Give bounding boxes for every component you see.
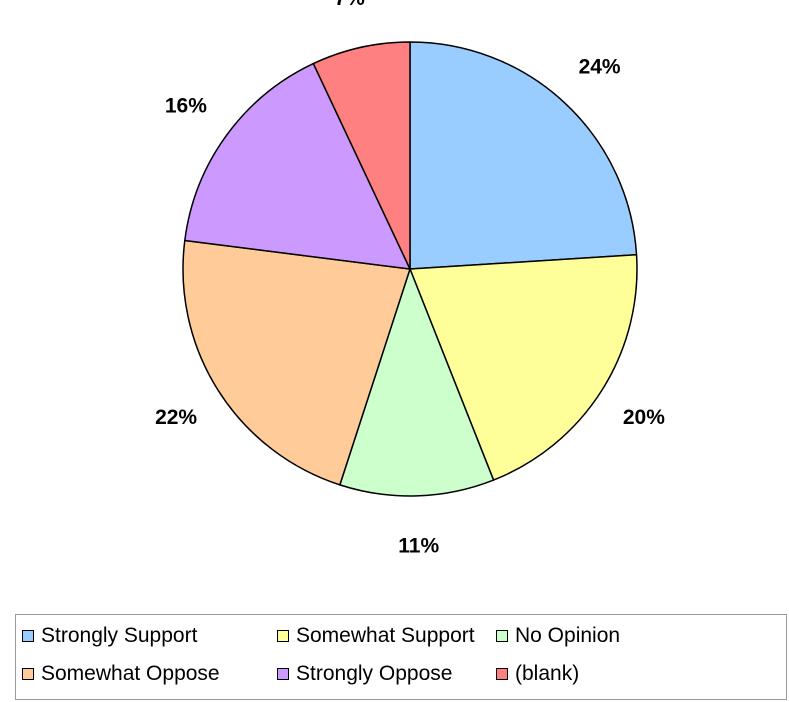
pie-slice-blank <box>312 41 411 270</box>
pie-slice-somewhat-support <box>409 254 638 481</box>
slice-value-label-somewhat-support: 20% <box>623 406 665 429</box>
legend-item-blank: (blank) <box>496 661 579 687</box>
legend-item-strongly-support: Strongly Support <box>22 623 197 649</box>
pie-slice-strongly-support <box>409 41 638 270</box>
legend-label-somewhat-oppose: Somewhat Oppose <box>41 662 220 685</box>
pie-chart: 24% 20% 11% 22% 16% 7% <box>155 0 665 557</box>
legend-item-strongly-oppose: Strongly Oppose <box>277 661 452 687</box>
legend-item-somewhat-oppose: Somewhat Oppose <box>22 661 220 687</box>
pie-slice-somewhat-oppose <box>182 239 411 486</box>
pie-slices <box>182 41 638 497</box>
legend-swatch-somewhat-support <box>277 630 289 642</box>
slice-value-label-no-opinion: 11% <box>398 534 439 557</box>
slice-value-label-somewhat-oppose: 22% <box>155 406 197 429</box>
legend-label-no-opinion: No Opinion <box>515 624 621 647</box>
slice-value-label-strongly-support: 24% <box>579 56 621 79</box>
legend-swatch-strongly-oppose <box>277 668 289 680</box>
legend-label-strongly-support: Strongly Support <box>41 624 198 647</box>
legend-label-strongly-oppose: Strongly Oppose <box>296 662 453 685</box>
chart-legend: Strongly Support Somewhat Support No Opini… <box>15 614 787 700</box>
pie-value-labels: 24% 20% 11% 22% 16% 7% <box>155 0 665 557</box>
legend-swatch-somewhat-oppose <box>22 668 34 680</box>
legend-item-somewhat-support: Somewhat Support <box>277 623 475 649</box>
legend-swatch-blank <box>496 668 508 680</box>
pie-slice-strongly-oppose <box>184 62 411 270</box>
legend-item-no-opinion: No Opinion <box>496 623 620 649</box>
legend-swatch-strongly-support <box>22 630 34 642</box>
slice-value-label-strongly-oppose: 16% <box>165 95 207 118</box>
legend-label-somewhat-support: Somewhat Support <box>296 624 475 647</box>
legend-swatch-no-opinion <box>496 630 508 642</box>
pie-slice-no-opinion <box>339 268 495 497</box>
legend-label-blank: (blank) <box>515 662 580 685</box>
slice-value-label-blank: 7% <box>334 0 365 10</box>
